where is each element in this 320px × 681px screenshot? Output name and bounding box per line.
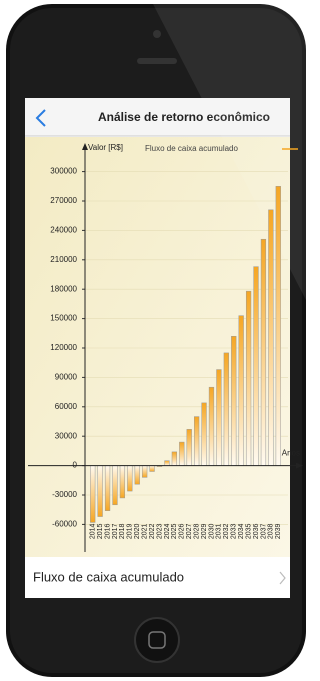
bar: [239, 316, 244, 466]
x-tick-label: 2035: [245, 523, 252, 539]
y-axis-label: Valor [R$]: [88, 143, 123, 152]
y-tick-label: 90000: [55, 373, 78, 382]
bar: [90, 466, 95, 523]
bar: [187, 429, 192, 465]
y-tick-label: 210000: [50, 255, 77, 264]
x-tick-label: 2018: [119, 523, 126, 539]
x-tick-label: 2023: [156, 523, 163, 539]
x-tick-label: 2029: [201, 523, 208, 539]
y-tick-label: 60000: [55, 402, 78, 411]
y-tick-label: 270000: [50, 196, 77, 205]
bar: [268, 210, 273, 466]
x-tick-label: 2019: [127, 523, 134, 539]
x-tick-label: 2034: [238, 523, 245, 539]
y-tick-label: 180000: [50, 284, 77, 293]
x-tick-label: 2032: [223, 523, 230, 539]
x-tick-label: 2038: [268, 523, 275, 539]
y-tick-label: 30000: [55, 431, 78, 440]
x-tick-label: 2016: [104, 523, 111, 539]
bar: [276, 186, 281, 465]
bar: [209, 387, 214, 465]
y-tick-label: -60000: [52, 520, 77, 529]
bar: [113, 466, 118, 505]
bar: [120, 466, 125, 498]
x-tick-label: 2028: [193, 523, 200, 539]
x-tick-label: 2026: [179, 523, 186, 539]
x-tick-label: 2031: [216, 523, 223, 539]
bar: [127, 466, 132, 491]
y-tick-label: 240000: [50, 226, 77, 235]
camera: [153, 30, 161, 38]
bar: [231, 336, 236, 465]
bar: [165, 461, 170, 466]
bar: [98, 466, 103, 517]
x-tick-label: 2014: [90, 523, 97, 539]
y-tick-label: -30000: [52, 490, 77, 499]
x-tick-label: 2021: [142, 523, 149, 539]
x-tick-label: 2036: [253, 523, 260, 539]
x-tick-label: 2015: [97, 523, 104, 539]
x-axis-label: Anos: [282, 449, 300, 458]
bar: [217, 370, 222, 466]
x-tick-label: 2020: [134, 523, 141, 539]
x-tick-label: 2025: [171, 523, 178, 539]
phone-screenshot: Análise de retorno econômico Fluxo de ca…: [0, 0, 312, 681]
y-tick-label: 120000: [50, 343, 77, 352]
bar: [142, 466, 147, 478]
x-tick-label: 2039: [275, 523, 282, 539]
y-tick-label: 150000: [50, 314, 77, 323]
x-tick-label: 2022: [149, 523, 156, 539]
row-label: Fluxo de caixa acumulado: [33, 569, 184, 584]
x-tick-label: 2030: [208, 523, 215, 539]
x-tick-label: 2017: [112, 523, 119, 539]
y-tick-label: 300000: [50, 167, 77, 176]
speaker: [137, 58, 177, 64]
bar: [172, 452, 177, 466]
x-tick-label: 2027: [186, 523, 193, 539]
bar: [179, 442, 184, 466]
x-tick-label: 2033: [231, 523, 238, 539]
x-tick-label: 2024: [164, 523, 171, 539]
bar: [194, 417, 199, 466]
bar: [224, 353, 229, 466]
bar: [150, 466, 155, 472]
bar: [135, 466, 140, 485]
x-tick-label: 2037: [260, 523, 267, 539]
bar: [202, 403, 207, 466]
home-button[interactable]: [135, 618, 179, 662]
bar: [254, 267, 259, 466]
bar: [246, 291, 251, 465]
bar: [105, 466, 110, 511]
legend-label: Fluxo de caixa acumulado: [145, 144, 238, 153]
bar: [261, 239, 266, 465]
